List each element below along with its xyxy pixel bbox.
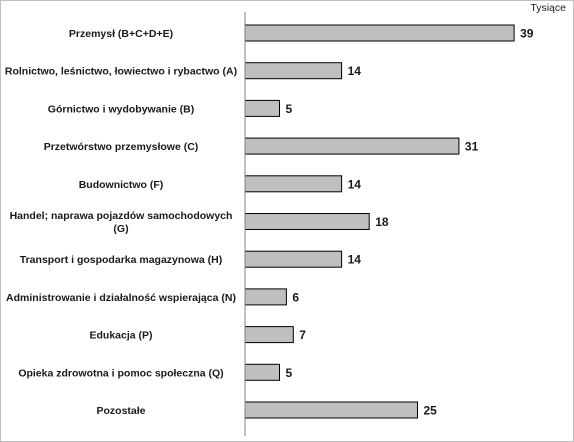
category-label: Administrowanie i działalność wspierając…	[6, 292, 236, 304]
bar	[244, 401, 418, 419]
category-label-line: Górnictwo i wydobywanie (B)	[48, 103, 194, 115]
category-label: Edukacja (P)	[89, 330, 152, 342]
value-label: 6	[292, 290, 299, 304]
bar	[244, 326, 294, 344]
category-label: Przetwórstwo przemysłowe (C)	[44, 141, 199, 153]
category-label-line: Transport i gospodarka magazynowa (H)	[20, 254, 222, 266]
bar	[244, 99, 280, 117]
bar	[244, 137, 460, 155]
bar	[244, 288, 287, 306]
category-label-line: Edukacja (P)	[89, 330, 152, 342]
category-label: Przemysł (B+C+D+E)	[69, 28, 173, 40]
category-label-line: Rolnictwo, leśnictwo, łowiectwo i rybact…	[5, 66, 237, 78]
category-label-line: Przetwórstwo przemysłowe (C)	[44, 141, 199, 153]
value-label: 5	[286, 102, 293, 116]
category-label-line: Administrowanie i działalność wspierając…	[6, 292, 236, 304]
value-label: 14	[348, 253, 362, 267]
value-label: 14	[348, 177, 362, 191]
value-label: 14	[348, 64, 362, 78]
category-label: Opieka zdrowotna i pomoc społeczna (Q)	[18, 367, 223, 379]
value-label: 39	[520, 27, 534, 41]
category-label: Górnictwo i wydobywanie (B)	[48, 103, 194, 115]
value-label: 25	[424, 404, 438, 418]
value-label: 5	[286, 366, 293, 380]
bar	[244, 24, 515, 42]
category-label: Pozostałe	[96, 405, 145, 417]
category-label-line: Pozostałe	[96, 405, 145, 417]
category-label-line: Budownictwo (F)	[79, 179, 164, 191]
category-label: Budownictwo (F)	[79, 179, 164, 191]
category-label-line: (G)	[113, 223, 128, 235]
category-label-line: Przemysł (B+C+D+E)	[69, 28, 173, 40]
bars-group: 39 Przemysł (B+C+D+E) 14 Rolnictwo, leśnict…	[5, 24, 534, 419]
value-label: 18	[375, 215, 389, 229]
value-label: 31	[465, 140, 479, 154]
value-label: 7	[299, 328, 306, 342]
bar	[244, 175, 343, 193]
category-label-line: Handel; naprawa pojazdów samochodowych	[10, 210, 233, 222]
category-label-line: Opieka zdrowotna i pomoc społeczna (Q)	[18, 367, 223, 379]
bar	[244, 250, 343, 268]
category-label: Transport i gospodarka magazynowa (H)	[20, 254, 222, 266]
category-label: Handel; naprawa pojazdów samochodowych (G…	[10, 210, 233, 235]
bar	[244, 62, 343, 80]
bar	[244, 363, 280, 381]
bar	[244, 213, 370, 230]
unit-label: Tysiące	[530, 2, 566, 14]
category-label: Rolnictwo, leśnictwo, łowiectwo i rybact…	[5, 66, 237, 78]
